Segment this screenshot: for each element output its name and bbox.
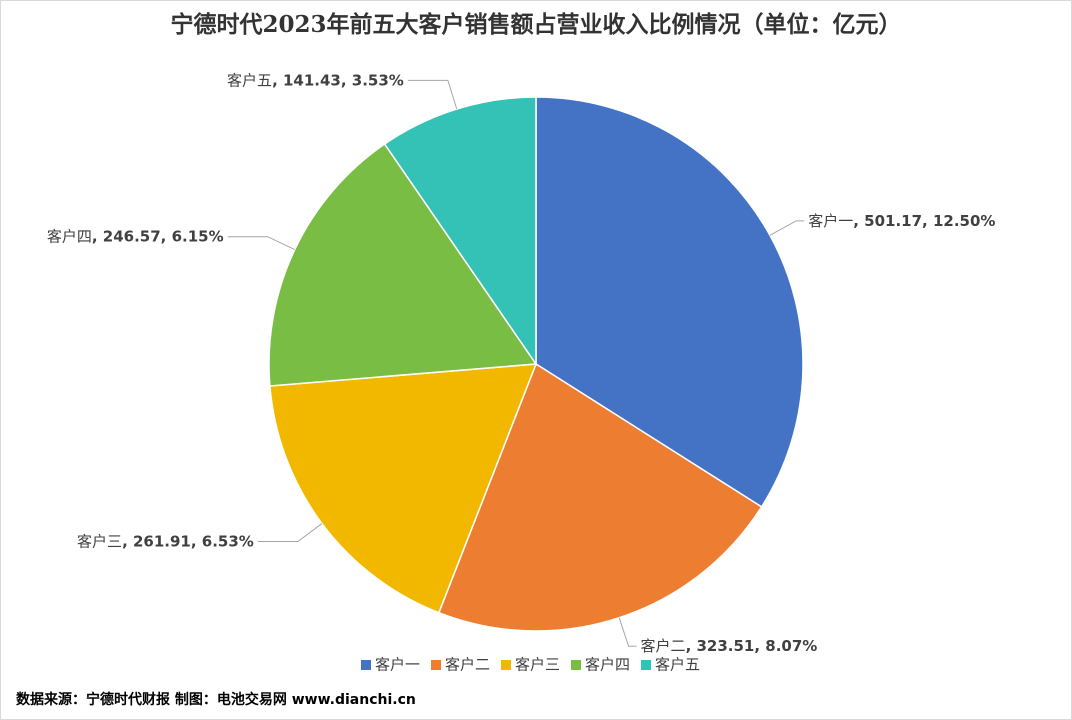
source-note: 数据来源：宁德时代财报 制图：电池交易网 www.dianchi.cn [16,691,416,708]
pie-slice [383,96,537,367]
label-percent: 12.50% [933,211,995,229]
label-percent: 6.53% [202,532,254,550]
label-percent: 3.53% [352,71,404,89]
data-label: 客户五, 141.43, 3.53% [227,71,404,89]
legend-swatch [431,660,441,670]
legend-swatch [501,660,511,670]
pie-slice [268,142,538,387]
label-separator: , [686,637,697,655]
leader-line [769,220,805,236]
label-separator: , [853,211,864,229]
data-label: 客户三, 261.91, 6.53% [77,532,254,550]
label-category: 客户四 [47,227,92,245]
label-value: 261.91 [133,532,191,550]
data-label: 客户四, 246.57, 6.15% [47,227,224,245]
label-separator: , [122,532,133,550]
leader-line [227,236,295,251]
label-category: 客户五 [227,71,272,89]
label-value: 501.17 [864,211,922,229]
legend-label: 客户三 [515,656,560,674]
label-category: 客户三 [77,532,122,550]
label-separator: , [161,227,172,245]
label-separator: , [341,71,352,89]
label-value: 323.51 [696,637,754,655]
label-category: 客户二 [641,637,686,655]
label-separator: , [754,637,765,655]
legend-swatch [641,660,651,670]
label-value: 141.43 [283,71,341,89]
legend-label: 客户一 [375,656,420,674]
label-percent: 6.15% [172,227,224,245]
legend-label: 客户二 [445,656,490,674]
label-category: 客户一 [808,211,853,229]
data-label: 客户一, 501.17, 12.50% [808,211,995,229]
data-label: 客户二, 323.51, 8.07% [641,637,818,655]
label-value: 246.57 [103,227,161,245]
chart-title: 宁德时代2023年前五大客户销售额占营业收入比例情况（单位：亿元） [170,11,901,38]
legend-swatch [361,660,371,670]
label-separator: , [92,227,103,245]
leader-line [618,617,637,647]
legend-swatch [571,660,581,670]
label-separator: , [191,532,202,550]
leader-line [257,523,323,542]
legend-label: 客户四 [585,656,630,674]
label-percent: 8.07% [765,637,817,655]
label-separator: , [922,211,933,229]
label-separator: , [272,71,283,89]
legend-label: 客户五 [655,656,700,674]
leader-line [407,79,458,110]
